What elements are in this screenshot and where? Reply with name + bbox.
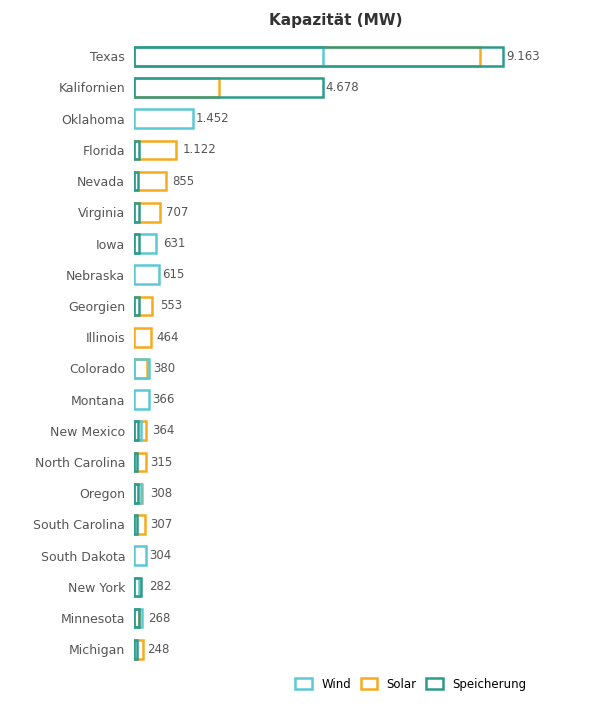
Text: 1.452: 1.452 [196,112,229,125]
Text: 308: 308 [150,487,172,500]
Bar [134,140,140,159]
Text: 315: 315 [150,456,173,469]
Bar [134,515,145,534]
Bar [134,577,139,596]
Bar [134,421,142,440]
Bar [134,640,143,659]
Bar [134,328,151,346]
Bar [134,359,149,378]
Text: 855: 855 [172,175,194,188]
Bar [134,203,160,222]
Text: 364: 364 [152,424,174,437]
Bar [134,297,151,315]
Text: 1.122: 1.122 [182,143,217,156]
Bar [134,515,137,534]
Bar [134,234,156,253]
Bar [134,172,166,191]
Bar [134,453,137,472]
Bar [134,546,146,565]
Bar [134,577,141,596]
Text: 707: 707 [166,206,188,219]
Bar [134,608,140,627]
Bar [134,484,138,503]
Text: 304: 304 [149,549,172,562]
Text: 464: 464 [156,330,179,343]
Text: 282: 282 [149,580,171,593]
Bar [134,390,149,409]
Text: 615: 615 [162,269,185,282]
Text: 9.163: 9.163 [506,50,540,63]
Text: 553: 553 [160,300,182,312]
Bar [134,640,137,659]
Bar [134,47,503,66]
Bar [134,453,146,472]
Bar [134,421,138,440]
Bar [134,484,142,503]
Text: 380: 380 [152,362,175,375]
Bar [134,78,219,97]
Bar [134,359,147,378]
Text: 268: 268 [148,611,171,625]
Bar [134,78,323,97]
Bar [134,484,142,503]
Bar [134,234,139,253]
Legend: Wind, Solar, Speicherung: Wind, Solar, Speicherung [290,673,531,696]
Text: 307: 307 [150,518,172,531]
Bar [134,608,138,627]
Bar [134,47,323,66]
Bar [134,109,193,128]
Bar [134,140,176,159]
Text: 366: 366 [152,393,174,406]
Text: 631: 631 [163,237,185,250]
Bar [134,203,139,222]
Title: Kapazität (MW): Kapazität (MW) [269,13,402,28]
Text: 4.678: 4.678 [326,81,359,94]
Bar [134,608,142,627]
Bar [134,421,146,440]
Bar [134,266,159,284]
Text: 248: 248 [148,643,170,656]
Bar [134,297,139,315]
Bar [134,47,481,66]
Bar [134,172,138,191]
